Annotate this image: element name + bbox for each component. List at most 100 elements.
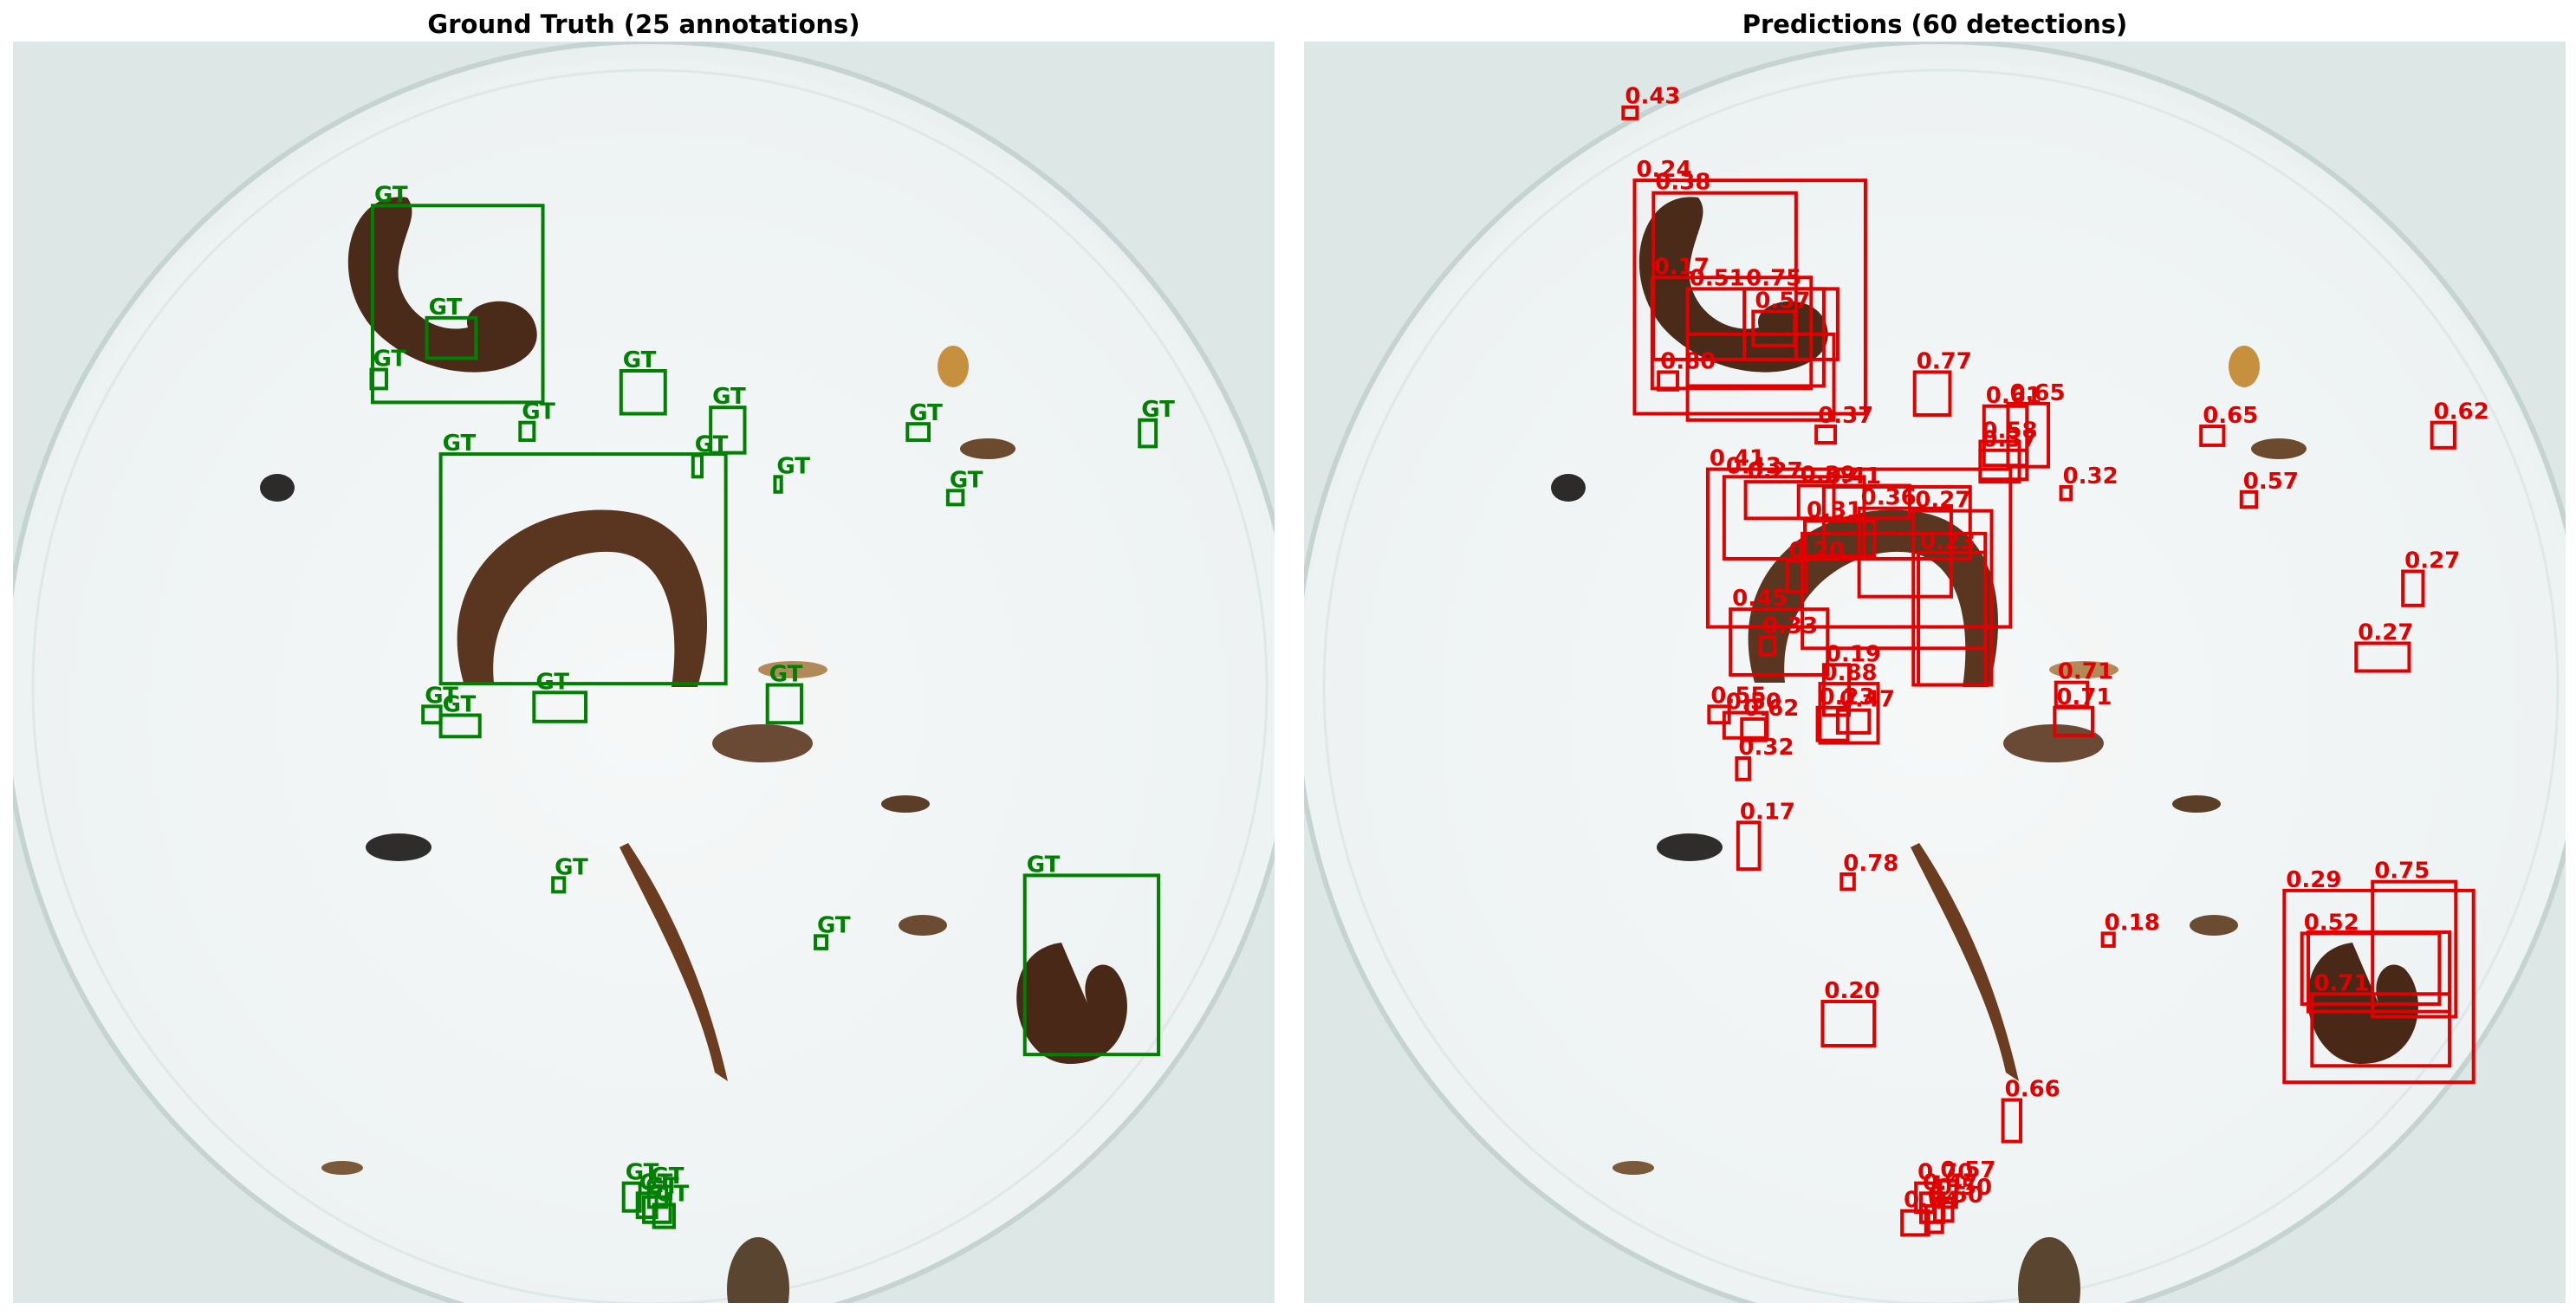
prediction-label: 0.57 [1940,1157,1995,1183]
prediction-box [1821,484,1972,561]
prediction-box [1742,287,1840,361]
gt-box [814,934,829,950]
prediction-box [1785,559,1808,593]
prediction-label: 0.55 [1710,683,1766,709]
prediction-label: 0.41 [1710,446,1765,472]
gt-box [945,489,965,507]
prediction-box [1621,105,1639,120]
gt-label: GT [443,431,477,457]
gt-box [652,1203,676,1229]
prediction-label: 0.37 [1818,403,1873,429]
prediction-box [1803,519,1877,559]
gt-label: GT [443,692,477,718]
prediction-box [1735,756,1751,781]
prediction-box [2401,569,2425,607]
prediction-box [2239,489,2259,509]
gt-label: GT [425,683,458,709]
prediction-box [1924,1203,1944,1235]
prediction-label: 0.75 [2374,859,2430,885]
gt-box [551,876,567,894]
prediction-label: 0.32 [1738,735,1794,761]
gt-box [532,690,588,723]
prediction-label: 0.37 [1982,427,2037,453]
prediction-label: 0.50 [1937,1175,1992,1201]
prediction-box [2306,930,2452,1014]
prediction-label: 0.43 [1726,453,1781,479]
gt-label: GT [373,347,407,373]
gt-box [765,683,803,725]
gt-label: GT [769,662,803,688]
prediction-label: 0.75 [1746,265,1801,291]
prediction-box [1729,607,1830,677]
gt-box [518,420,536,443]
prediction-label: 0.19 [1826,641,1881,667]
prediction-box [2001,1098,2023,1144]
gt-label: GT [695,432,729,458]
prediction-label: 0.27 [1915,488,1970,514]
gt-box [370,204,545,405]
gt-label: GT [374,182,408,208]
gt-box [642,1195,672,1224]
prediction-label: 0.27 [1748,458,1803,484]
gt-label: GT [909,400,943,426]
prediction-label: 0.23 [1820,684,1875,710]
gt-label: GT [651,1164,685,1190]
gt-label: GT [535,669,569,695]
gt-label: GT [776,453,810,479]
prediction-label: 0.65 [2203,403,2258,429]
prediction-label: 0.51 [1690,265,1745,291]
prediction-label: 0.66 [2005,1077,2060,1103]
prediction-box [1982,404,2029,468]
prediction-label: 0.71 [2313,970,2369,996]
prediction-label: 0.31 [1807,497,1862,523]
prediction-label: 0.43 [1625,84,1680,110]
prediction-label: 0.50 [1726,690,1781,716]
ground-truth-title: Ground Truth (25 annotations) [427,10,860,39]
prediction-label: 0.41 [1826,464,1881,489]
prediction-box [2100,931,2116,948]
prediction-label: 0.71 [2058,659,2113,685]
predictions-title: Predictions (60 detections) [1742,10,2128,39]
ground-truth-panel: GT GT GT GT GT GT GT GT GT GT GT GT GT GT GT GT GT GT GT GT… [13,42,1275,1303]
prediction-label: 0.29 [2286,867,2341,893]
prediction-box [1818,682,1880,745]
prediction-box [1820,1000,1877,1047]
gt-box [438,452,728,686]
prediction-label: 0.47 [1923,1170,1978,1196]
gt-label: GT [1027,852,1061,878]
gt-label: GT [712,384,746,410]
gt-box [425,315,478,360]
prediction-label: 0.32 [2063,464,2119,489]
prediction-box [2282,888,2475,1085]
gt-box [1022,873,1161,1057]
prediction-box [1751,309,1797,347]
prediction-box [1743,480,1836,521]
prediction-label: 0.27 [2358,620,2413,646]
prediction-label: 0.20 [1789,538,1845,564]
prediction-box [1657,370,1679,392]
prediction-label: 0.62 [1743,696,1799,722]
prediction-box [1740,716,1768,742]
gt-label: GT [817,912,851,938]
gt-box [621,1181,642,1213]
prediction-box [1978,448,2029,482]
gt-box [691,453,704,479]
prediction-box [2430,420,2456,450]
prediction-label: 0.47 [1840,687,1895,713]
gt-box [619,369,667,416]
prediction-label: 0.77 [1917,348,1972,374]
prediction-label: 0.39 [1801,463,1856,489]
prediction-label: 0.20 [1824,978,1879,1004]
petri-dish-image: 0.430.240.380.170.51 0.750.570.80 0.770.61… [1304,42,2566,1303]
prediction-box [1685,332,1836,422]
gt-box [646,1185,669,1209]
prediction-label: 0.38 [1655,170,1710,196]
gt-box [905,422,931,443]
prediction-box [2371,879,2458,1019]
prediction-label: 0.57 [1755,288,1810,314]
prediction-box [2053,705,2095,737]
gt-box [438,713,482,739]
prediction-label: 0.78 [1843,851,1898,877]
prediction-label: 0.88 [1822,660,1878,686]
